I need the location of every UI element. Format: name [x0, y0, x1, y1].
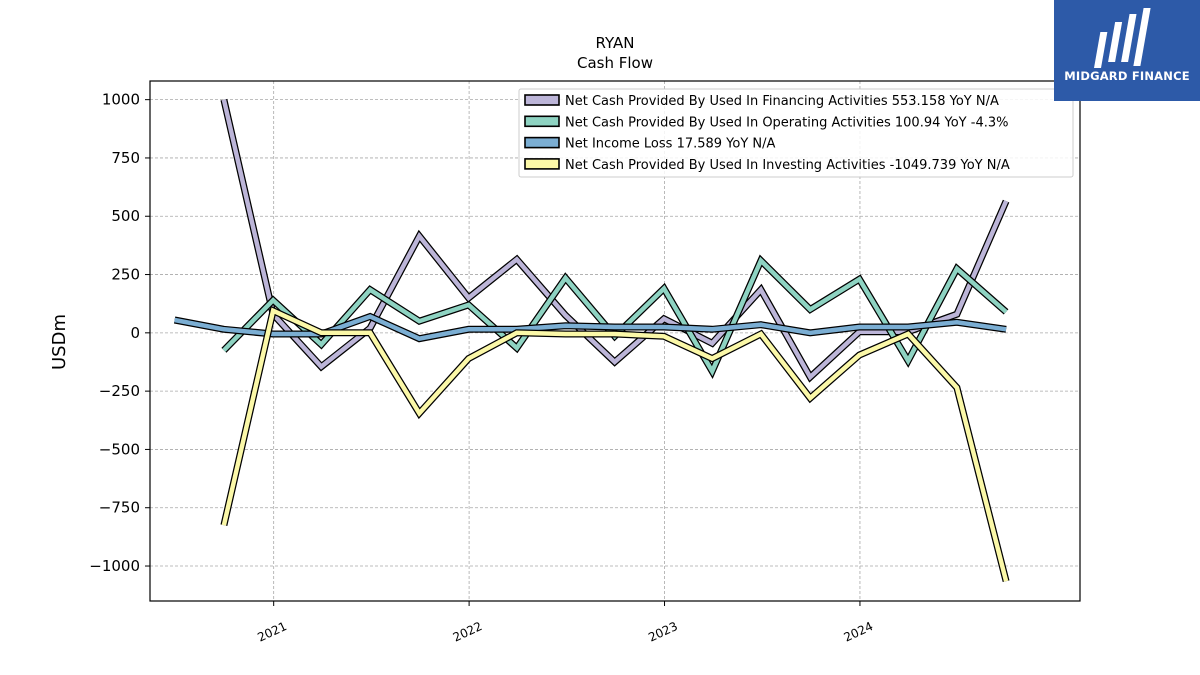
x-tick-label: 2021 [255, 619, 289, 645]
y-tick-label: 750 [111, 149, 140, 167]
legend-entry-label: Net Cash Provided By Used In Financing A… [565, 94, 999, 109]
legend-entry-label: Net Income Loss 17.589 YoY N/A [565, 137, 776, 152]
x-tick-label: 2023 [646, 619, 680, 645]
legend-swatch [524, 136, 560, 149]
y-tick-label: 250 [111, 266, 140, 284]
y-tick-label: −1000 [89, 557, 140, 575]
legend-swatch [524, 94, 560, 106]
series-line-stroke [221, 99, 1009, 381]
series-line [220, 98, 1010, 383]
chart-subtitle: Cash Flow [577, 54, 653, 72]
series-line [173, 312, 1007, 343]
x-tick-label: 2024 [842, 619, 876, 645]
y-tick-label: 0 [130, 324, 140, 342]
y-tick-label: 500 [111, 207, 140, 225]
series-line-stroke [174, 314, 1007, 342]
brand-name: MIDGARD FINANCE [1064, 69, 1190, 83]
legend: Net Cash Provided By Used In Financing A… [518, 88, 1074, 178]
series-lines [173, 98, 1010, 583]
legend-swatch [524, 115, 560, 128]
y-tick-label: −750 [99, 499, 140, 517]
brand-mark-icon [1094, 8, 1151, 68]
chart-title: RYAN [596, 34, 635, 52]
y-axis-label: USDm [49, 314, 70, 370]
y-tick-label: 1000 [102, 91, 140, 109]
legend-entry-label: Net Cash Provided By Used In Investing A… [565, 158, 1010, 173]
legend-entry-label: Net Cash Provided By Used In Operating A… [565, 115, 1008, 130]
series-line [220, 305, 1010, 583]
brand-logo: MIDGARD FINANCE [1054, 0, 1200, 101]
series-line-stroke [221, 307, 1009, 582]
legend-box [518, 88, 1074, 178]
x-tick-label: 2022 [451, 619, 485, 645]
plot-area-frame [149, 80, 1081, 602]
y-tick-label: −500 [99, 440, 140, 458]
legend-swatch [524, 158, 560, 170]
y-tick-label: −250 [99, 382, 140, 400]
